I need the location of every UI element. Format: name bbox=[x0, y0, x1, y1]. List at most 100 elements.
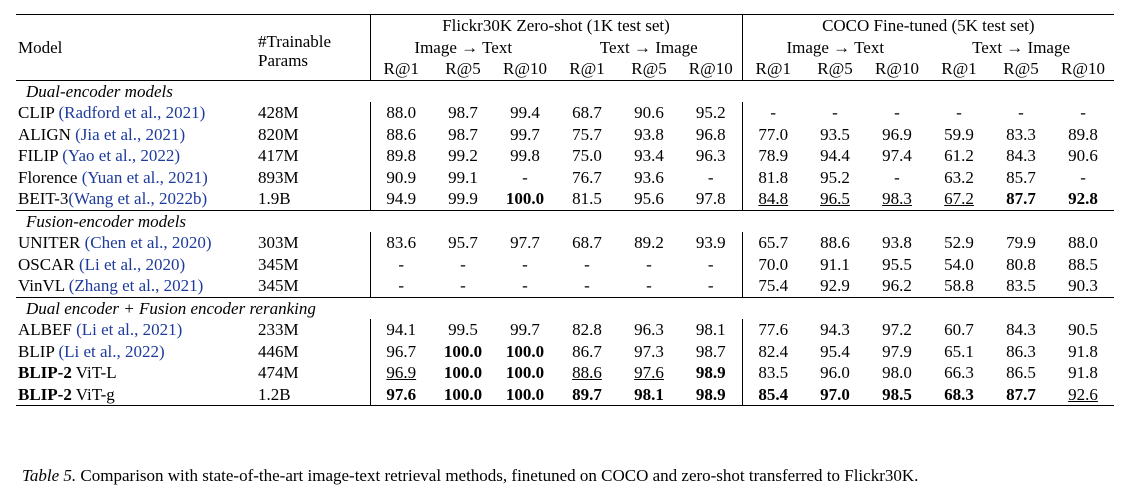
value: 86.5 bbox=[1006, 363, 1036, 383]
value-cell: 70.0 bbox=[741, 253, 805, 275]
value-cell: 91.1 bbox=[804, 254, 866, 276]
value-cell: 100.0 bbox=[494, 341, 556, 363]
params-cell: 345M bbox=[258, 276, 299, 296]
value: 82.4 bbox=[758, 341, 789, 361]
value: 96.0 bbox=[820, 363, 850, 383]
metric-header: R@10 bbox=[503, 59, 547, 79]
value: 67.2 bbox=[944, 189, 974, 209]
model-name: UNITER bbox=[18, 233, 81, 253]
metric-header: R@1 bbox=[369, 58, 432, 80]
citation: (Radford et al., 2021) bbox=[58, 103, 206, 123]
value: 92.9 bbox=[820, 276, 850, 296]
metric-header: R@5 bbox=[1003, 59, 1039, 79]
value-cell: 95.5 bbox=[866, 254, 928, 276]
value-cell: 77.0 bbox=[741, 123, 805, 145]
value: 59.9 bbox=[944, 124, 974, 144]
citation: (Wang et al., 2022b) bbox=[68, 189, 208, 209]
value-cell: - bbox=[369, 275, 432, 297]
metric-header: R@10 bbox=[875, 59, 920, 79]
caption-label: Table 5. bbox=[22, 466, 77, 485]
value: - bbox=[522, 167, 528, 187]
value: - bbox=[398, 276, 405, 296]
value: - bbox=[707, 254, 714, 274]
value-cell: 94.3 bbox=[804, 319, 866, 341]
value: 95.6 bbox=[634, 189, 664, 209]
model-cell: UNITER (Chen et al., 2020) bbox=[16, 232, 256, 254]
section-title: Fusion-encoder models bbox=[16, 209, 1115, 232]
data-row: FILIP (Yao et al., 2022) 417M 89.8 99.2 99.8… bbox=[16, 145, 1114, 167]
value: 68.7 bbox=[572, 103, 602, 123]
value: 75.0 bbox=[572, 146, 602, 166]
value: 97.4 bbox=[882, 146, 912, 166]
value: 93.6 bbox=[634, 167, 664, 187]
model-cell: BLIP (Li et al., 2022) bbox=[16, 341, 256, 363]
value-cell: 99.8 bbox=[494, 145, 556, 167]
value: - bbox=[460, 254, 466, 274]
value: 58.8 bbox=[944, 276, 974, 296]
value: 92.6 bbox=[1068, 384, 1098, 404]
model-cell: ALBEF (Li et al., 2021) bbox=[16, 319, 256, 341]
value: 98.7 bbox=[695, 341, 726, 361]
value: 54.0 bbox=[944, 254, 974, 274]
value-cell: 75.0 bbox=[556, 145, 618, 167]
value-cell: 89.8 bbox=[369, 145, 432, 167]
value: - bbox=[1080, 103, 1086, 123]
value-cell: 98.1 bbox=[680, 319, 742, 341]
section-title: Dual encoder + Fusion encoder reranking bbox=[16, 296, 1115, 319]
value: 91.8 bbox=[1068, 341, 1098, 361]
value: - bbox=[707, 167, 714, 187]
value-cell: 93.5 bbox=[804, 124, 866, 146]
value: 94.9 bbox=[386, 189, 417, 209]
value-cell: 96.3 bbox=[680, 145, 742, 167]
value: 91.1 bbox=[820, 254, 850, 274]
value-cell: 99.1 bbox=[432, 167, 494, 189]
section-title: Dual-encoder models bbox=[16, 79, 1115, 102]
value: 87.7 bbox=[1006, 189, 1036, 209]
value-cell: 75.7 bbox=[556, 124, 618, 146]
value-cell: 97.7 bbox=[494, 232, 556, 254]
metric-header: R@5 bbox=[631, 59, 667, 79]
value: - bbox=[956, 103, 962, 123]
value-cell: 94.4 bbox=[804, 145, 866, 167]
citation: (Li et al., 2021) bbox=[76, 320, 183, 340]
value: 88.0 bbox=[386, 103, 417, 123]
value-cell: 81.8 bbox=[741, 166, 805, 188]
value: 84.8 bbox=[758, 189, 789, 209]
value-cell: 97.6 bbox=[369, 383, 432, 406]
value: 82.8 bbox=[572, 320, 602, 340]
value-cell: 99.5 bbox=[432, 319, 494, 341]
value-cell: 97.4 bbox=[866, 145, 928, 167]
value-cell: 68.7 bbox=[556, 232, 618, 254]
value: 99.8 bbox=[510, 146, 540, 166]
value-cell: 84.8 bbox=[741, 188, 805, 210]
params-cell: 1.9B bbox=[258, 189, 291, 209]
value: 89.2 bbox=[634, 233, 664, 253]
value-cell: 100.0 bbox=[432, 341, 494, 363]
value-cell: 98.1 bbox=[618, 383, 680, 406]
citation: (Yao et al., 2022) bbox=[62, 146, 180, 166]
value-cell: 97.0 bbox=[804, 383, 867, 406]
value-cell: 81.5 bbox=[556, 188, 618, 210]
citation: (Chen et al., 2020) bbox=[84, 233, 212, 253]
value: 90.5 bbox=[1068, 320, 1098, 340]
value: 97.6 bbox=[386, 384, 417, 404]
value: - bbox=[460, 276, 466, 296]
value-cell: 98.5 bbox=[866, 383, 929, 406]
value-cell: 83.5 bbox=[741, 362, 805, 384]
value-cell: 100.0 bbox=[494, 188, 556, 210]
value-cell: 86.7 bbox=[556, 341, 618, 363]
value: 99.7 bbox=[510, 320, 540, 340]
params-cell: 1.2B bbox=[256, 383, 370, 406]
value-cell: 68.7 bbox=[556, 102, 618, 124]
value-cell: 95.6 bbox=[618, 188, 680, 210]
value-cell: 67.2 bbox=[928, 188, 990, 210]
params-cell: 417M bbox=[258, 146, 299, 166]
value: 98.3 bbox=[882, 189, 912, 209]
value-cell: 79.9 bbox=[990, 232, 1052, 254]
citation: (Li et al., 2022) bbox=[58, 341, 165, 361]
value-cell: 88.0 bbox=[1052, 232, 1114, 254]
citation: (Yuan et al., 2021) bbox=[81, 167, 208, 187]
value-cell: 91.8 bbox=[1052, 362, 1114, 384]
value: 97.9 bbox=[882, 341, 912, 361]
value-cell: 88.6 bbox=[369, 123, 432, 145]
